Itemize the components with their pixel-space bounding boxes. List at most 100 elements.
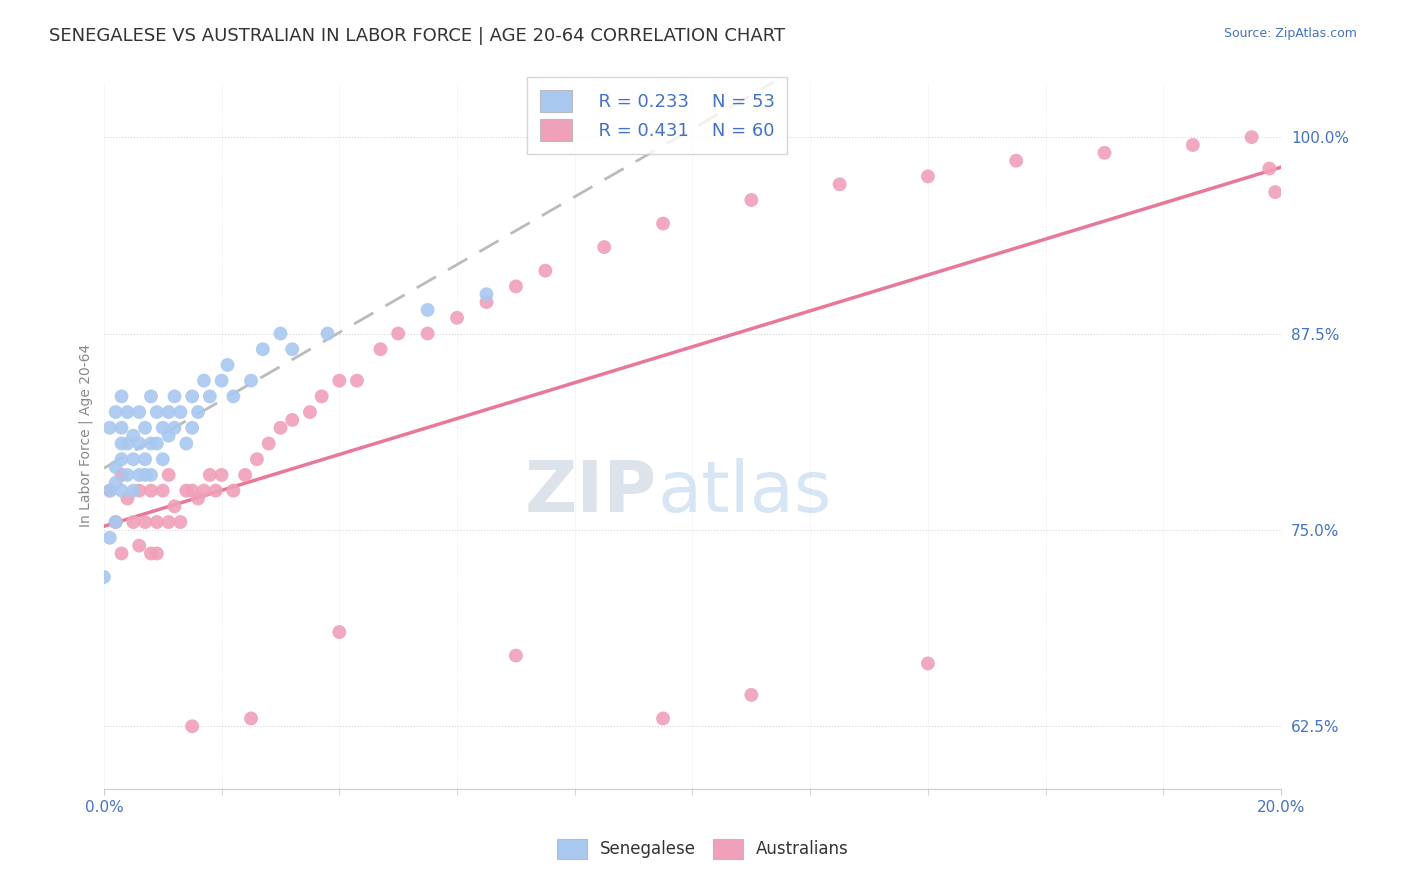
Text: atlas: atlas: [657, 458, 831, 526]
Point: [157, 467, 180, 482]
Point: [1258, 161, 1281, 176]
Point: [104, 515, 127, 529]
Point: [222, 389, 245, 403]
Point: [740, 688, 762, 702]
Point: [370, 343, 392, 357]
Point: [169, 405, 191, 419]
Point: [134, 467, 156, 482]
Point: [534, 263, 557, 277]
Point: [740, 193, 762, 207]
Point: [298, 405, 321, 419]
Point: [281, 413, 304, 427]
Point: [1264, 185, 1286, 199]
Point: [475, 295, 498, 310]
Point: [104, 460, 127, 475]
Point: [174, 436, 197, 450]
Point: [311, 389, 333, 403]
Point: [128, 483, 150, 498]
Point: [134, 452, 156, 467]
Point: [1094, 145, 1116, 160]
Point: [246, 452, 269, 467]
Point: [110, 467, 132, 482]
Text: ZIP: ZIP: [524, 458, 657, 526]
Point: [328, 374, 350, 388]
Point: [193, 483, 215, 498]
Point: [117, 405, 139, 419]
Point: [187, 491, 209, 506]
Point: [152, 483, 174, 498]
Point: [181, 483, 204, 498]
Point: [128, 539, 150, 553]
Point: [128, 436, 150, 450]
Point: [152, 421, 174, 435]
Point: [139, 546, 162, 560]
Point: [828, 178, 851, 192]
Point: [416, 302, 439, 317]
Point: [917, 657, 939, 671]
Point: [146, 436, 169, 450]
Point: [222, 483, 245, 498]
Point: [240, 711, 263, 725]
Point: [181, 389, 204, 403]
Point: [122, 483, 145, 498]
Point: [475, 287, 498, 301]
Point: [387, 326, 409, 341]
Point: [281, 343, 304, 357]
Point: [110, 483, 132, 498]
Point: [198, 467, 221, 482]
Point: [193, 374, 215, 388]
Point: [1240, 130, 1263, 145]
Point: [110, 546, 132, 560]
Text: Source: ZipAtlas.com: Source: ZipAtlas.com: [1223, 27, 1357, 40]
Point: [233, 467, 256, 482]
Point: [117, 491, 139, 506]
Point: [122, 428, 145, 442]
Point: [128, 467, 150, 482]
Point: [139, 436, 162, 450]
Point: [128, 405, 150, 419]
Point: [174, 483, 197, 498]
Point: [169, 515, 191, 529]
Point: [110, 421, 132, 435]
Point: [346, 374, 368, 388]
Point: [505, 648, 527, 663]
Point: [328, 625, 350, 640]
Point: [211, 467, 233, 482]
Point: [98, 483, 121, 498]
Point: [122, 515, 145, 529]
Point: [139, 483, 162, 498]
Point: [98, 421, 121, 435]
Point: [93, 570, 115, 584]
Point: [163, 500, 186, 514]
Point: [117, 436, 139, 450]
Point: [146, 405, 169, 419]
Point: [104, 475, 127, 490]
Point: [252, 343, 274, 357]
Point: [163, 389, 186, 403]
Point: [139, 467, 162, 482]
Point: [122, 452, 145, 467]
Point: [257, 436, 280, 450]
Point: [163, 421, 186, 435]
Point: [104, 405, 127, 419]
Point: [1181, 138, 1204, 153]
Point: [416, 326, 439, 341]
Point: [505, 279, 527, 293]
Y-axis label: In Labor Force | Age 20-64: In Labor Force | Age 20-64: [79, 344, 93, 527]
Point: [316, 326, 339, 341]
Point: [917, 169, 939, 184]
Point: [269, 421, 291, 435]
Point: [110, 452, 132, 467]
Point: [157, 515, 180, 529]
Point: [181, 421, 204, 435]
Point: [98, 531, 121, 545]
Point: [152, 452, 174, 467]
Point: [139, 389, 162, 403]
Point: [117, 467, 139, 482]
Point: [104, 515, 127, 529]
Point: [187, 405, 209, 419]
Point: [98, 483, 121, 498]
Point: [198, 389, 221, 403]
Point: [146, 546, 169, 560]
Point: [217, 358, 239, 372]
